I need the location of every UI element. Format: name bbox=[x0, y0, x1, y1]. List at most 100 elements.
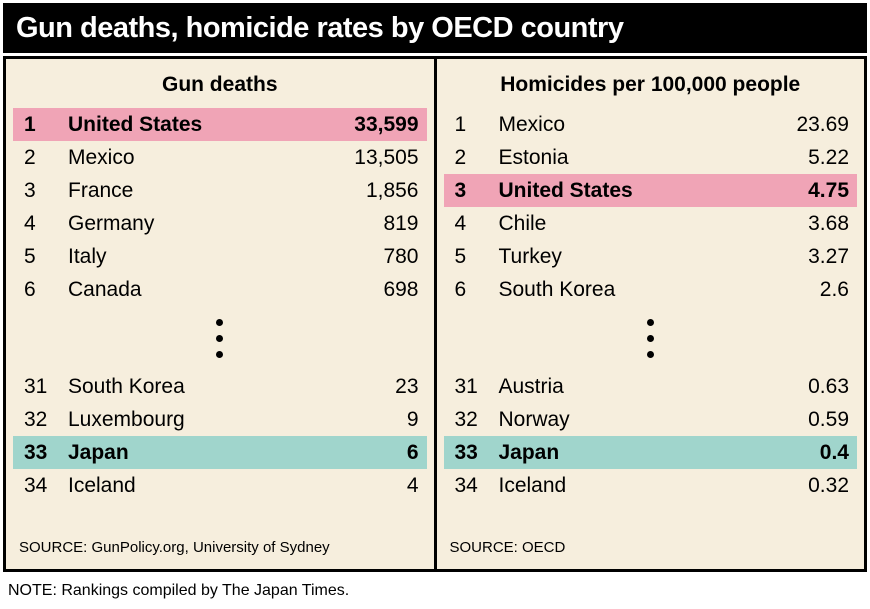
page-title: Gun deaths, homicide rates by OECD count… bbox=[16, 11, 624, 44]
table-row: 31 Austria 0.63 bbox=[444, 370, 858, 403]
rank-cell: 1 bbox=[454, 112, 467, 136]
country-cell: Iceland bbox=[68, 473, 136, 497]
ellipsis-dot bbox=[216, 350, 224, 358]
table-row: 4 Chile 3.68 bbox=[444, 207, 858, 240]
top-rows: 1 Mexico 23.69 2 Estonia 5.22 3 United S… bbox=[437, 108, 865, 306]
rank-cell: 32 bbox=[454, 407, 478, 431]
rank-cell: 3 bbox=[24, 178, 36, 202]
homicide-rate-panel: Homicides per 100,000 people 1 Mexico 23… bbox=[437, 59, 865, 569]
ellipsis-dot bbox=[646, 318, 654, 326]
rank-cell: 31 bbox=[24, 374, 48, 398]
country-cell: Iceland bbox=[498, 473, 567, 497]
value-cell: 1,856 bbox=[365, 178, 419, 202]
value-cell: 6 bbox=[406, 440, 419, 464]
panel-divider bbox=[433, 59, 437, 569]
panel-title: Homicides per 100,000 people bbox=[500, 73, 801, 96]
table-row: 2 Mexico 13,505 bbox=[13, 141, 427, 174]
table-row: 33 Japan 0.4 bbox=[443, 436, 857, 469]
country-cell: Italy bbox=[68, 244, 107, 268]
rank-cell: 32 bbox=[24, 407, 48, 431]
country-cell: Chile bbox=[498, 211, 547, 235]
value-cell: 4 bbox=[406, 473, 419, 497]
value-cell: 9 bbox=[406, 407, 419, 431]
table-row: 32 Norway 0.59 bbox=[444, 403, 858, 436]
panel-title: Gun deaths bbox=[161, 73, 278, 96]
rank-cell: 33 bbox=[24, 440, 48, 464]
country-cell: Japan bbox=[68, 440, 129, 464]
bottom-rows: 31 South Korea 23 32 Luxembourg 9 33 Jap… bbox=[6, 370, 434, 502]
gun-deaths-panel: Gun deaths 1 United States 33,599 2 Mexi… bbox=[6, 59, 434, 569]
rank-cell: 6 bbox=[454, 277, 467, 301]
country-cell: Mexico bbox=[498, 112, 566, 136]
source-text: SOURCE: OECD bbox=[449, 539, 566, 556]
top-rows: 1 United States 33,599 2 Mexico 13,505 3… bbox=[6, 108, 434, 306]
rank-cell: 4 bbox=[454, 211, 467, 235]
infographic: Gun deaths, homicide rates by OECD count… bbox=[3, 3, 867, 572]
table-row: 31 South Korea 23 bbox=[13, 370, 427, 403]
country-cell: South Korea bbox=[498, 277, 616, 301]
country-cell: United States bbox=[498, 178, 633, 202]
value-cell: 13,505 bbox=[354, 145, 419, 169]
rank-cell: 2 bbox=[24, 145, 36, 169]
value-cell: 4.75 bbox=[808, 178, 849, 202]
note-text: NOTE: Rankings compiled by The Japan Tim… bbox=[8, 582, 350, 599]
table-row: 6 South Korea 2.6 bbox=[444, 273, 858, 306]
rank-cell: 34 bbox=[24, 473, 48, 497]
value-cell: 2.6 bbox=[819, 277, 849, 301]
table-row: 33 Japan 6 bbox=[13, 436, 427, 469]
country-cell: Turkey bbox=[498, 244, 562, 268]
vertical-ellipsis bbox=[6, 306, 434, 370]
table-row: 32 Luxembourg 9 bbox=[13, 403, 427, 436]
country-cell: Estonia bbox=[498, 145, 569, 169]
value-cell: 0.4 bbox=[819, 440, 849, 464]
value-cell: 3.68 bbox=[808, 211, 849, 235]
value-cell: 3.27 bbox=[808, 244, 849, 268]
rank-cell: 5 bbox=[454, 244, 467, 268]
country-cell: Mexico bbox=[68, 145, 135, 169]
vertical-ellipsis bbox=[437, 306, 865, 370]
ranking-panels: Gun deaths 1 United States 33,599 2 Mexi… bbox=[3, 56, 867, 572]
rank-cell: 1 bbox=[24, 112, 36, 136]
rank-cell: 5 bbox=[24, 244, 36, 268]
ellipsis-dot bbox=[216, 334, 224, 342]
table-row: 5 Turkey 3.27 bbox=[444, 240, 858, 273]
value-cell: 33,599 bbox=[354, 112, 419, 136]
ellipsis-dot bbox=[646, 334, 654, 342]
rank-cell: 6 bbox=[24, 277, 36, 301]
table-row: 5 Italy 780 bbox=[13, 240, 427, 273]
table-row: 3 United States 4.75 bbox=[443, 174, 857, 207]
value-cell: 780 bbox=[383, 244, 419, 268]
value-cell: 698 bbox=[383, 277, 419, 301]
value-cell: 0.59 bbox=[808, 407, 849, 431]
table-row: 2 Estonia 5.22 bbox=[444, 141, 858, 174]
country-cell: Germany bbox=[68, 211, 155, 235]
country-cell: South Korea bbox=[68, 374, 185, 398]
table-row: 1 United States 33,599 bbox=[13, 108, 427, 141]
bottom-rows: 31 Austria 0.63 32 Norway 0.59 33 Japan … bbox=[437, 370, 865, 502]
rank-cell: 34 bbox=[454, 473, 478, 497]
rank-cell: 33 bbox=[454, 440, 478, 464]
table-row: 3 France 1,856 bbox=[13, 174, 427, 207]
value-cell: 23 bbox=[395, 374, 419, 398]
source-text: SOURCE: GunPolicy.org, University of Syd… bbox=[19, 539, 330, 556]
value-cell: 0.63 bbox=[808, 374, 849, 398]
ellipsis-dot bbox=[646, 350, 654, 358]
rank-cell: 3 bbox=[454, 178, 467, 202]
table-row: 4 Germany 819 bbox=[13, 207, 427, 240]
value-cell: 5.22 bbox=[808, 145, 849, 169]
title-bar: Gun deaths, homicide rates by OECD count… bbox=[3, 3, 867, 53]
value-cell: 0.32 bbox=[808, 473, 849, 497]
rank-cell: 31 bbox=[454, 374, 478, 398]
value-cell: 23.69 bbox=[796, 112, 849, 136]
table-row: 6 Canada 698 bbox=[13, 273, 427, 306]
table-row: 34 Iceland 0.32 bbox=[444, 469, 858, 502]
table-row: 1 Mexico 23.69 bbox=[444, 108, 858, 141]
table-row: 34 Iceland 4 bbox=[13, 469, 427, 502]
country-cell: Japan bbox=[498, 440, 560, 464]
country-cell: Canada bbox=[68, 277, 142, 301]
country-cell: United States bbox=[68, 112, 203, 136]
country-cell: Austria bbox=[498, 374, 564, 398]
ellipsis-dot bbox=[216, 318, 224, 326]
country-cell: Luxembourg bbox=[68, 407, 185, 431]
country-cell: France bbox=[68, 178, 134, 202]
